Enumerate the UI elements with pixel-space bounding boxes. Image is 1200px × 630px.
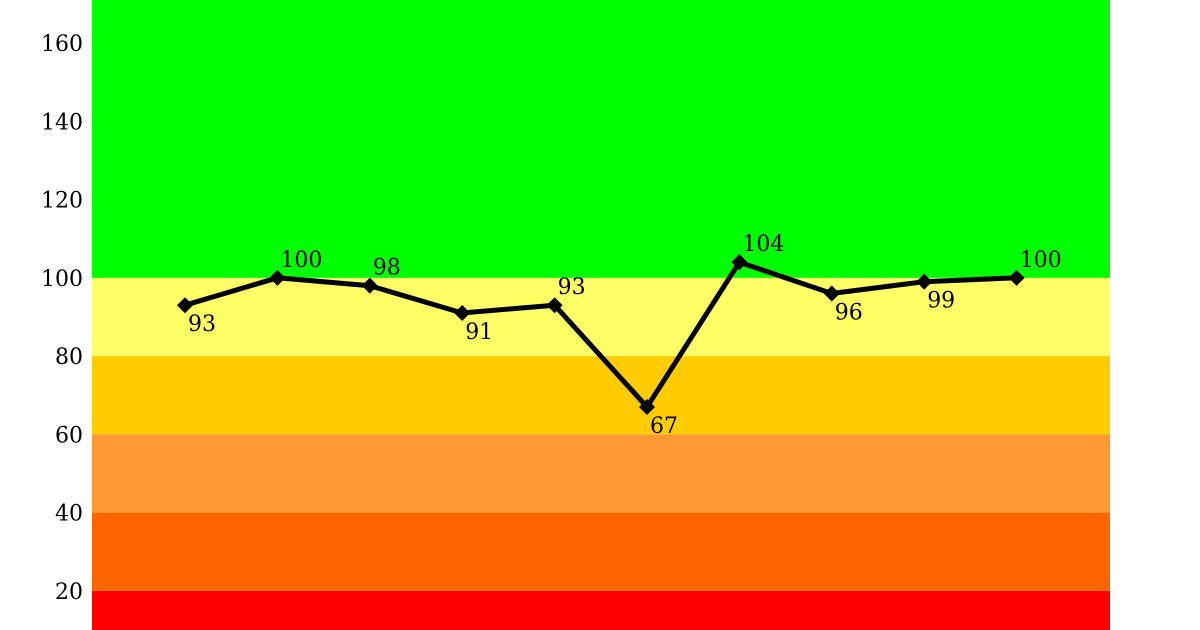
data-point-6 (639, 398, 655, 415)
series-line (184, 259, 1017, 412)
data-label-5: 93 (558, 275, 586, 300)
y-tick-label-120: 120 (41, 189, 83, 214)
data-labels-layer: 93 100 98 91 93 67 104 96 99 100 (188, 232, 1062, 439)
data-label-10: 100 (1020, 248, 1062, 273)
y-tick-label-140: 140 (41, 110, 83, 135)
data-point-8 (823, 285, 840, 302)
y-tick-label-80: 80 (55, 345, 83, 370)
y-tick-label-20: 20 (55, 580, 83, 605)
data-point-5 (546, 297, 563, 314)
data-label-9: 99 (927, 289, 955, 314)
data-label-4: 91 (465, 320, 493, 345)
y-tick-label-60: 60 (55, 423, 83, 448)
data-label-7: 104 (742, 232, 784, 257)
data-point-3 (361, 277, 378, 294)
y-tick-label-40: 40 (55, 502, 83, 527)
data-point-2 (269, 269, 286, 286)
band-1 (92, 512, 1110, 591)
y-tick-label-160: 160 (41, 32, 83, 57)
data-label-1: 93 (188, 312, 216, 337)
band-layer (92, 0, 1110, 630)
data-point-4 (454, 305, 471, 322)
data-label-2: 100 (280, 248, 322, 273)
data-label-8: 96 (835, 300, 863, 325)
y-tick-label-100: 100 (41, 267, 83, 292)
data-label-6: 67 (650, 414, 678, 439)
data-label-3: 98 (373, 256, 401, 281)
series-layer (184, 259, 1017, 412)
band-4 (92, 277, 1110, 357)
data-point-10 (1008, 269, 1025, 286)
y-axis: 20 40 60 80 100 120 140 160 (41, 32, 83, 605)
data-point-7 (731, 254, 748, 271)
band-2 (92, 434, 1110, 513)
band-5 (92, 0, 1110, 278)
points-layer (177, 254, 1025, 415)
band-3 (92, 356, 1110, 435)
data-point-9 (916, 273, 933, 290)
band-0 (92, 590, 1110, 630)
data-point-1 (177, 297, 193, 314)
